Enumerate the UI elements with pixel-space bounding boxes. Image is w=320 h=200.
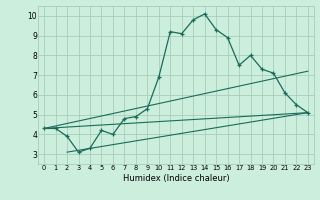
X-axis label: Humidex (Indice chaleur): Humidex (Indice chaleur) — [123, 174, 229, 183]
